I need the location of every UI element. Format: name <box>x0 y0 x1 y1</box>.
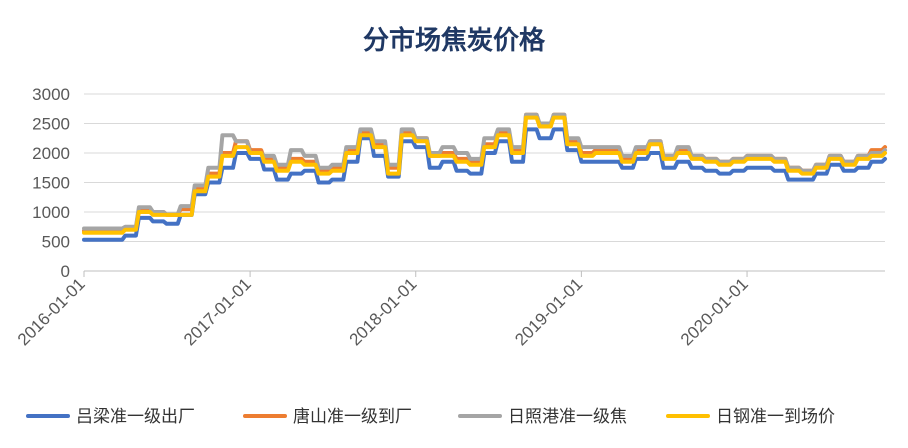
legend-label-3: 日钢准一到场价 <box>716 407 835 427</box>
x-tick-label: 2017-01-01 <box>180 274 255 349</box>
series-line-0 <box>82 127 887 242</box>
y-tick-label: 2000 <box>32 144 70 163</box>
series-line-1 <box>82 112 887 233</box>
y-tick-label: 1000 <box>32 203 70 222</box>
legend-label-0: 吕梁准一级出厂 <box>76 407 195 427</box>
y-tick-label: 500 <box>42 233 70 252</box>
chart-title: 分市场焦炭价格 <box>363 25 546 56</box>
x-tick-label: 2018-01-01 <box>346 274 421 349</box>
series-lines <box>82 112 887 242</box>
x-tick-label: 2019-01-01 <box>511 274 586 349</box>
y-tick-label: 0 <box>61 262 70 281</box>
legend-label-2: 日照港准一级焦 <box>508 407 627 427</box>
legend: 吕梁准一级出厂 唐山准一级到厂 日照港准一级焦 日钢准一到场价 <box>26 406 835 427</box>
x-axis: 2016-01-01 2017-01-01 2018-01-01 2019-01-01… <box>14 271 752 349</box>
y-tick-label: 2500 <box>32 115 70 134</box>
y-tick-label: 1500 <box>32 174 70 193</box>
legend-label-1: 唐山准一级到厂 <box>293 406 412 427</box>
series-line-2 <box>82 112 887 231</box>
y-axis: 0 500 1000 1500 2000 2500 3000 <box>32 85 70 281</box>
y-tick-label: 3000 <box>32 85 70 104</box>
x-tick-label: 2016-01-01 <box>14 274 89 349</box>
series-line-3 <box>82 115 887 235</box>
x-tick-label: 2020-01-01 <box>677 274 752 349</box>
